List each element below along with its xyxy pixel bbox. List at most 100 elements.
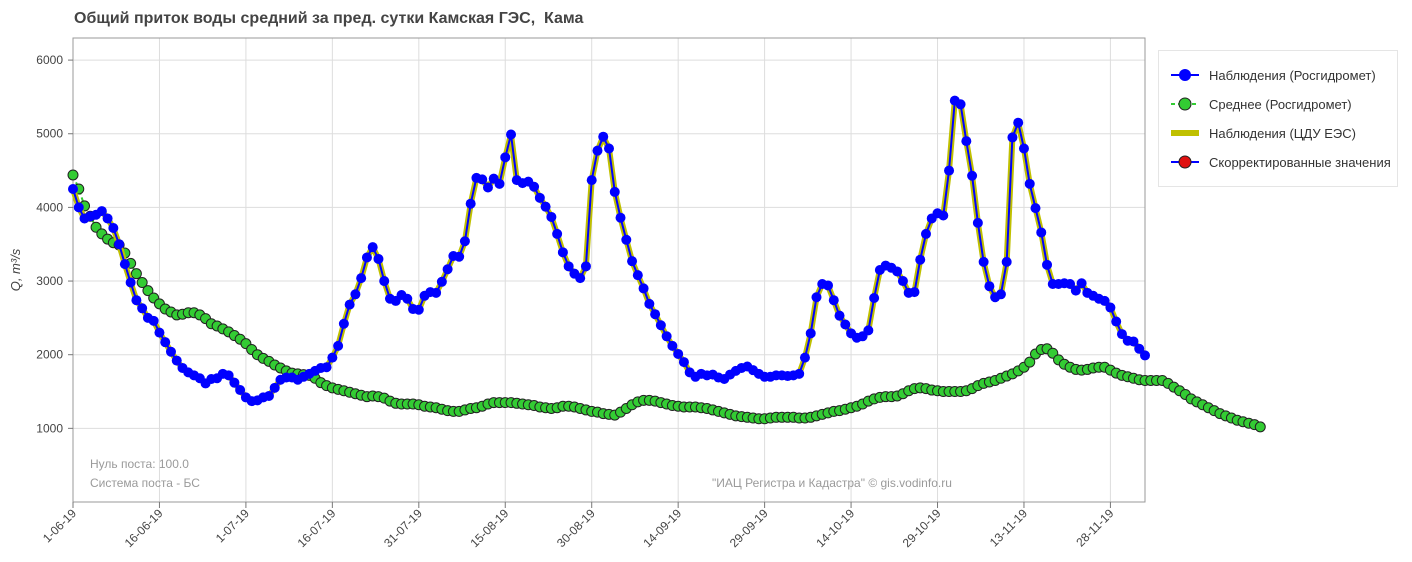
plot-frame xyxy=(72,37,1146,503)
point-observed xyxy=(500,152,511,163)
point-observed xyxy=(73,202,84,213)
x-tick-label: 16-07-19 xyxy=(295,506,339,550)
point-observed xyxy=(604,143,614,154)
point-observed xyxy=(482,182,493,193)
series-line-mean xyxy=(72,174,1261,428)
point-observed xyxy=(897,276,908,287)
point-observed xyxy=(1128,336,1139,347)
y-tick-label: 6000 xyxy=(36,53,63,67)
point-observed xyxy=(609,186,620,197)
x-tick-label: 1-07-19 xyxy=(213,506,252,545)
point-observed xyxy=(552,228,563,239)
x-tick-label: 13-11-19 xyxy=(987,506,1030,549)
point-observed xyxy=(540,201,551,212)
point-observed xyxy=(379,276,390,287)
point-observed xyxy=(131,295,142,306)
legend-label: Среднее (Росгидромет) xyxy=(1209,96,1352,112)
point-observed xyxy=(1111,316,1122,327)
point-observed xyxy=(402,293,413,304)
point-observed xyxy=(546,211,557,222)
legend-item-mean-roshydromet[interactable]: Среднее (Росгидромет) xyxy=(1171,94,1352,114)
note-credit: "ИАЦ Регистра и Кадастра" © gis.vodinfo.… xyxy=(712,476,952,490)
point-observed xyxy=(356,273,367,284)
legend-label: Наблюдения (Росгидромет) xyxy=(1209,67,1376,83)
point-observed xyxy=(1024,178,1035,189)
point-observed xyxy=(984,281,995,292)
legend-item-observed-roshydromet[interactable]: Наблюдения (Росгидромет) xyxy=(1171,65,1376,85)
notes-layer: Нуль поста: 100.0 Система поста - БС "ИА… xyxy=(90,457,952,490)
point-observed xyxy=(1140,350,1150,361)
point-observed xyxy=(119,259,130,270)
point-mean xyxy=(130,268,142,280)
point-observed xyxy=(454,251,465,262)
legend-item-observed-cdu[interactable]: Наблюдения (ЦДУ ЕЭС) xyxy=(1171,123,1356,143)
point-observed xyxy=(442,264,453,275)
point-observed xyxy=(938,210,949,221)
point-observed xyxy=(1065,278,1076,289)
point-observed xyxy=(1018,143,1029,154)
point-observed xyxy=(1001,256,1012,267)
point-observed xyxy=(459,236,470,247)
point-observed xyxy=(165,346,176,357)
point-observed xyxy=(644,298,655,309)
point-observed xyxy=(529,181,540,192)
point-observed xyxy=(1036,227,1047,238)
point-observed xyxy=(667,340,678,351)
point-observed xyxy=(1076,278,1087,289)
y-tick-label: 4000 xyxy=(36,200,63,214)
x-tick-label: 1-06-19 xyxy=(40,506,79,545)
point-mean xyxy=(136,277,148,289)
y-tick-label: 1000 xyxy=(36,421,63,435)
note-zero: Нуль поста: 100.0 xyxy=(90,457,189,471)
point-observed xyxy=(361,252,372,263)
legend-label: Наблюдения (ЦДУ ЕЭС) xyxy=(1209,125,1356,141)
point-observed xyxy=(321,362,332,373)
y-tick-label: 5000 xyxy=(36,127,63,141)
point-observed xyxy=(995,289,1006,300)
point-observed xyxy=(160,337,171,348)
point-observed xyxy=(621,234,632,245)
point-observed xyxy=(1007,132,1018,143)
x-axis: 1-06-19 16-06-19 1-07-19 16-07-19 31-07-19 15… xyxy=(40,502,1117,550)
point-observed xyxy=(598,131,609,142)
point-observed xyxy=(1070,285,1081,296)
point-observed xyxy=(373,253,384,264)
point-observed xyxy=(678,357,689,368)
point-observed xyxy=(171,355,182,366)
point-mean xyxy=(1254,421,1266,433)
x-tick-label: 29-10-19 xyxy=(900,506,944,550)
point-observed xyxy=(661,331,672,342)
legend-label: Скорректированные значения xyxy=(1209,154,1391,170)
point-observed xyxy=(223,370,234,381)
point-observed xyxy=(338,318,349,329)
point-observed xyxy=(465,198,476,209)
point-observed xyxy=(834,310,845,321)
point-observed xyxy=(580,261,591,272)
legend: Наблюдения (Росгидромет) Среднее (Росгид… xyxy=(1158,50,1398,187)
point-observed xyxy=(967,170,978,181)
chart-title: Общий приток воды средний за пред. сутки… xyxy=(74,10,584,27)
point-observed xyxy=(327,352,338,363)
legend-swatch-red xyxy=(1171,155,1199,169)
point-observed xyxy=(655,320,666,331)
point-observed xyxy=(828,295,839,306)
point-observed xyxy=(1134,343,1145,354)
point-observed xyxy=(799,352,810,363)
legend-item-corrected[interactable]: Скорректированные значения xyxy=(1171,152,1391,172)
point-observed xyxy=(125,277,136,288)
point-observed xyxy=(154,327,165,338)
point-observed xyxy=(96,206,107,217)
point-observed xyxy=(436,276,447,287)
point-mean xyxy=(1024,356,1036,368)
point-observed xyxy=(557,247,568,258)
point-observed xyxy=(586,175,597,186)
x-tick-label: 14-09-19 xyxy=(640,506,684,550)
point-observed xyxy=(627,256,638,267)
point-observed xyxy=(563,261,574,272)
point-observed xyxy=(638,283,649,294)
point-observed xyxy=(1116,329,1127,340)
point-observed xyxy=(673,348,684,359)
point-observed xyxy=(431,287,442,298)
point-mean xyxy=(142,285,154,297)
point-observed xyxy=(592,145,603,156)
